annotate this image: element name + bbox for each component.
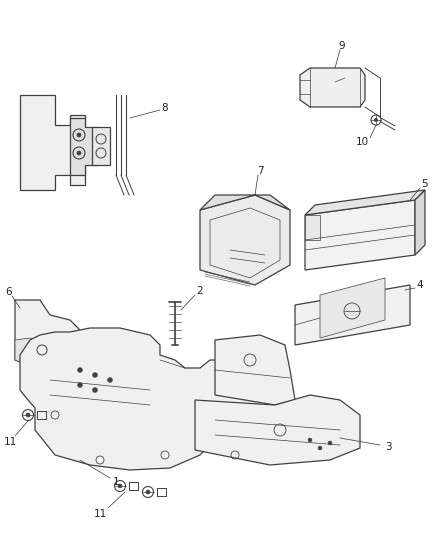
Polygon shape	[200, 195, 290, 210]
Text: 5: 5	[422, 179, 428, 189]
Circle shape	[308, 438, 312, 442]
Text: 1: 1	[113, 477, 119, 487]
Circle shape	[92, 373, 98, 377]
Circle shape	[118, 484, 122, 488]
Polygon shape	[305, 190, 425, 215]
Text: 3: 3	[385, 442, 391, 452]
Circle shape	[107, 377, 113, 383]
Polygon shape	[92, 127, 110, 165]
Circle shape	[77, 133, 81, 137]
Polygon shape	[300, 68, 365, 107]
Polygon shape	[200, 195, 290, 285]
Polygon shape	[70, 118, 97, 175]
Circle shape	[328, 441, 332, 445]
Text: 2: 2	[197, 286, 203, 296]
Circle shape	[92, 387, 98, 392]
Polygon shape	[15, 300, 80, 370]
Text: 8: 8	[162, 103, 168, 113]
Polygon shape	[15, 338, 50, 370]
Text: 6: 6	[6, 287, 12, 297]
Text: 9: 9	[339, 41, 345, 51]
Circle shape	[78, 367, 82, 373]
Circle shape	[318, 446, 322, 450]
Polygon shape	[20, 95, 85, 190]
Polygon shape	[305, 215, 320, 240]
Text: 11: 11	[93, 509, 106, 519]
Polygon shape	[295, 285, 410, 345]
Text: 10: 10	[356, 137, 368, 147]
Polygon shape	[415, 190, 425, 255]
Polygon shape	[20, 328, 270, 470]
Circle shape	[26, 413, 30, 417]
Circle shape	[374, 118, 378, 122]
Polygon shape	[320, 278, 385, 338]
Text: 11: 11	[4, 437, 17, 447]
Polygon shape	[215, 335, 295, 405]
Circle shape	[78, 383, 82, 387]
Circle shape	[77, 151, 81, 155]
Text: 7: 7	[257, 166, 263, 176]
Circle shape	[146, 490, 150, 494]
Polygon shape	[195, 395, 360, 465]
Polygon shape	[305, 200, 415, 270]
Text: 4: 4	[417, 280, 423, 290]
